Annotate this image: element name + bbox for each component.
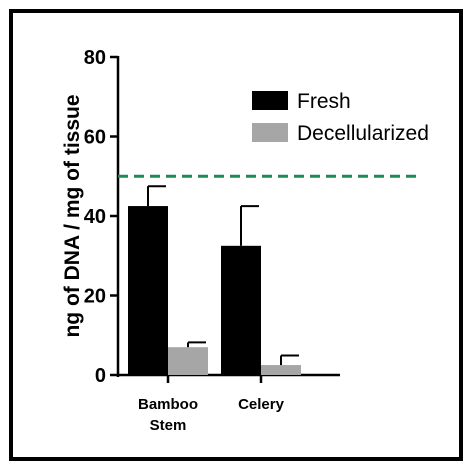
y-tick-label: 0 xyxy=(95,365,106,387)
y-tick-label: 60 xyxy=(84,127,106,149)
legend-swatch xyxy=(252,123,288,142)
bar xyxy=(168,347,208,375)
legend-label: Fresh xyxy=(297,90,351,113)
x-tick-label: Celery xyxy=(238,396,285,413)
bar xyxy=(221,245,261,375)
bar xyxy=(128,206,168,375)
legend-swatch xyxy=(252,91,288,110)
bars xyxy=(128,206,301,375)
y-tick-label: 20 xyxy=(84,286,106,308)
y-axis: 0 20 40 60 80 xyxy=(84,47,120,387)
legend: Fresh Decellularized xyxy=(252,90,429,145)
x-tick-label: Bamboo xyxy=(138,396,198,413)
y-tick-label: 40 xyxy=(84,206,106,228)
bar xyxy=(261,365,301,375)
error-bars xyxy=(147,185,299,366)
x-axis: Bamboo Stem Celery xyxy=(117,373,340,434)
x-tick-label: Stem xyxy=(150,417,187,434)
figure-frame xyxy=(9,9,463,461)
y-tick-label: 80 xyxy=(84,47,106,69)
legend-label: Decellularized xyxy=(297,122,429,145)
y-axis-label: ng of DNA / mg of tissue xyxy=(61,94,84,337)
